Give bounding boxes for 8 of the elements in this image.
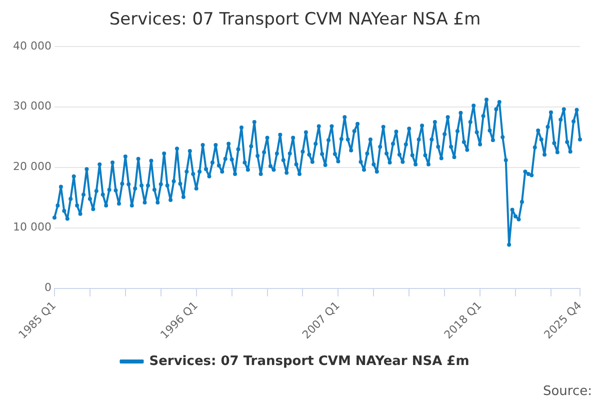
legend-label: Services: 07 Transport CVM NAYear NSA £m <box>149 354 470 369</box>
y-tick-label: 30 000 <box>12 100 52 113</box>
y-tick-label: 20 000 <box>12 160 52 174</box>
source-note: Source: <box>542 384 592 399</box>
y-tick-label: 40 000 <box>12 39 52 52</box>
y-tick-label: 10 000 <box>12 220 52 234</box>
y-tick-label: 0 <box>44 281 52 294</box>
chart-title: Services: 07 Transport CVM NAYear NSA £m <box>109 10 481 30</box>
